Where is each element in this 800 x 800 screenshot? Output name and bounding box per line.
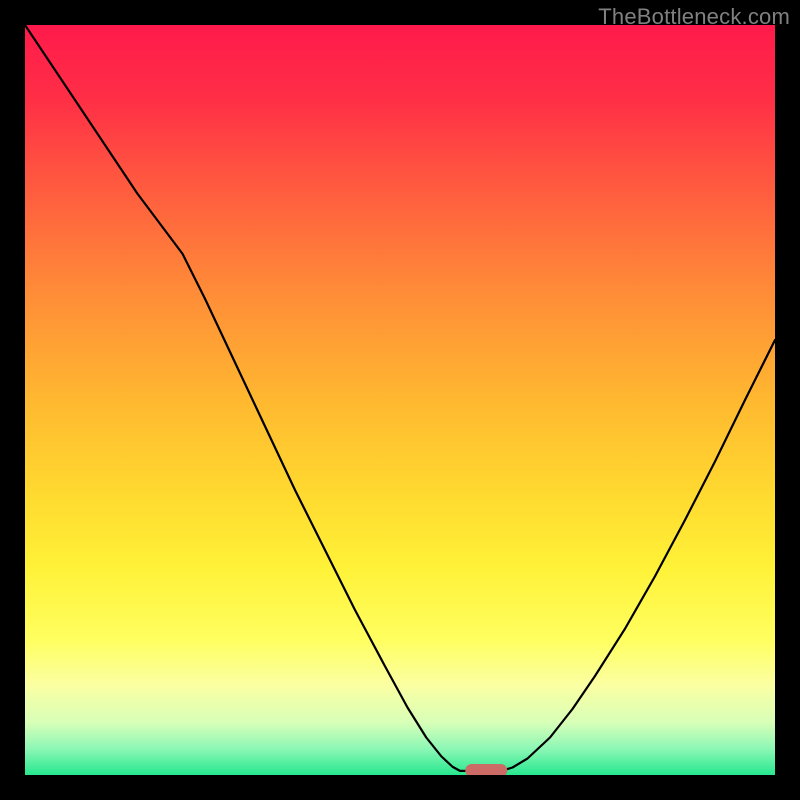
plot-area <box>25 25 775 775</box>
gradient-background <box>25 25 775 775</box>
chart-frame: TheBottleneck.com <box>0 0 800 800</box>
optimum-marker <box>465 764 507 775</box>
gradient-rect <box>25 25 775 775</box>
watermark-text: TheBottleneck.com <box>598 4 790 30</box>
